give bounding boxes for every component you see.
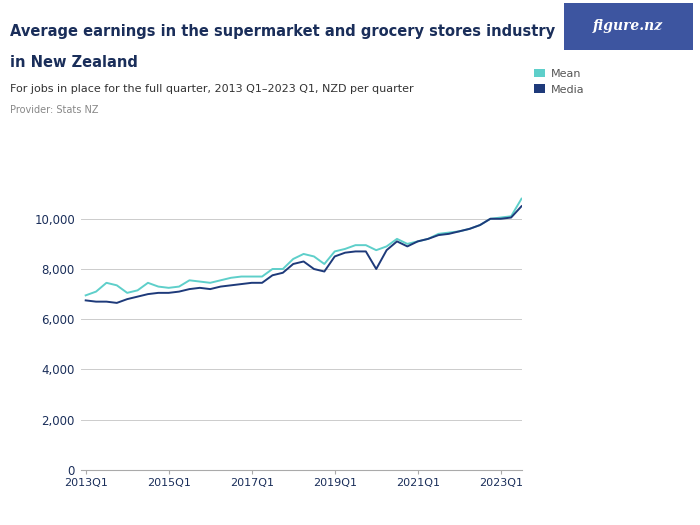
Legend: Mean, Media: Mean, Media (534, 69, 584, 94)
Text: figure.nz: figure.nz (593, 19, 664, 33)
Text: Provider: Stats NZ: Provider: Stats NZ (10, 105, 99, 115)
Text: Average earnings in the supermarket and grocery stores industry: Average earnings in the supermarket and … (10, 24, 556, 39)
Text: For jobs in place for the full quarter, 2013 Q1–2023 Q1, NZD per quarter: For jobs in place for the full quarter, … (10, 84, 414, 94)
Text: in New Zealand: in New Zealand (10, 55, 139, 70)
